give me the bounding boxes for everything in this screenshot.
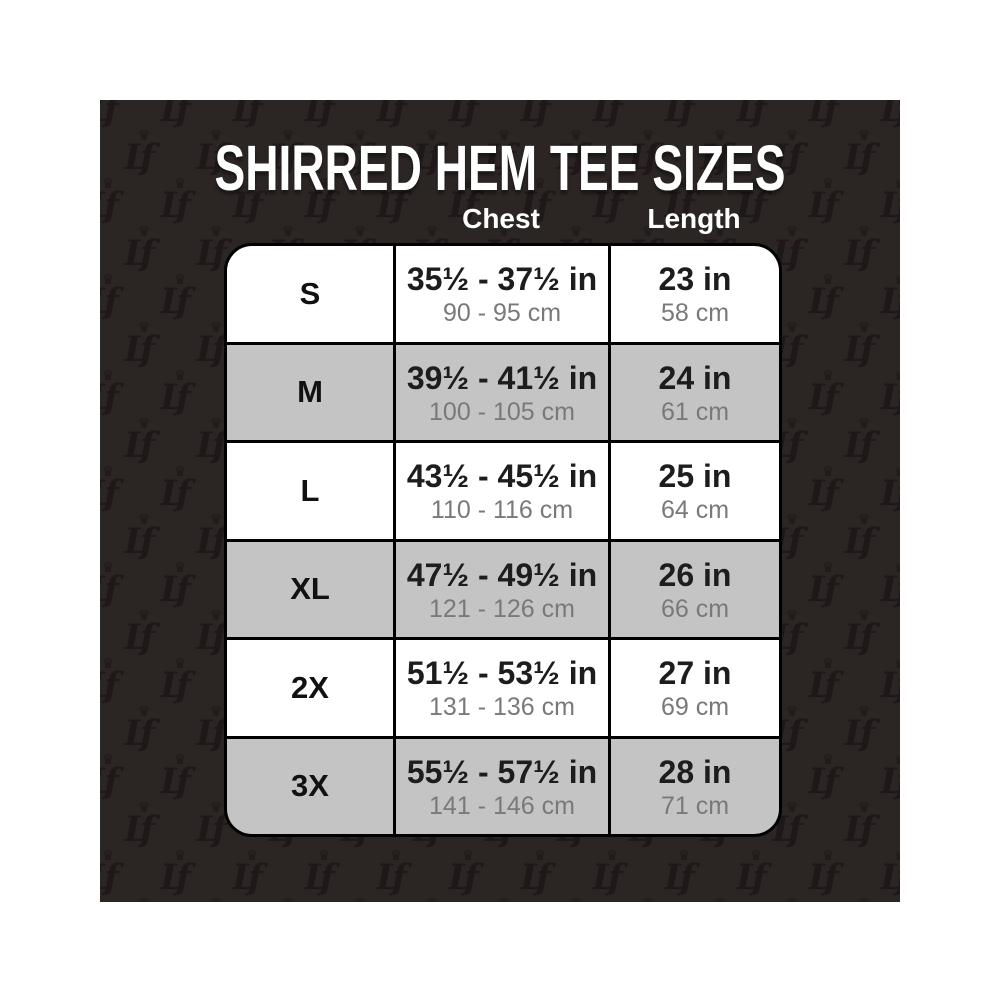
length-cm: 64 cm (660, 496, 730, 525)
chest-cell-xl: 47½ - 49½ in 121 - 126 cm (396, 541, 608, 637)
chest-cell-3x: 55½ - 57½ in 141 - 146 cm (396, 738, 608, 834)
chest-cell-s: 35½ - 37½ in 90 - 95 cm (396, 246, 608, 342)
length-cell-3x: 28 in 71 cm (611, 738, 779, 834)
size-chart-card: ♛Lf♛Lf♛Lf♛Lf♛Lf♛Lf♛Lf♛Lf♛Lf♛Lf♛Lf♛Lf♛Lf♛… (100, 100, 900, 902)
chest-cm: 110 - 116 cm (430, 496, 574, 525)
length-inches: 28 in (658, 753, 732, 790)
card-content: SHIRRED HEM TEE SIZES Chest Length S 35½… (100, 100, 900, 902)
chest-cm: 90 - 95 cm (442, 299, 562, 328)
length-cm: 69 cm (660, 693, 730, 722)
size-cell-xl: XL (227, 541, 393, 637)
length-cell-xl: 26 in 66 cm (611, 541, 779, 637)
length-cell-s: 23 in 58 cm (611, 246, 779, 342)
size-cell-m: M (227, 344, 393, 440)
chest-inches: 43½ - 45½ in (406, 458, 598, 495)
length-cm: 58 cm (660, 299, 730, 328)
length-cell-l: 25 in 64 cm (611, 443, 779, 539)
length-cm: 66 cm (660, 594, 730, 623)
chart-title: SHIRRED HEM TEE SIZES (214, 132, 786, 204)
chest-inches: 35½ - 37½ in (406, 261, 598, 298)
chest-cell-2x: 51½ - 53½ in 131 - 136 cm (396, 640, 608, 736)
length-inches: 27 in (658, 655, 732, 692)
length-inches: 25 in (658, 458, 732, 495)
size-cell-3x: 3X (227, 738, 393, 834)
chest-cm: 121 - 126 cm (429, 594, 575, 623)
size-cell-2x: 2X (227, 640, 393, 736)
length-inches: 26 in (658, 556, 732, 593)
chest-inches: 51½ - 53½ in (406, 655, 598, 692)
length-cell-m: 24 in 61 cm (611, 344, 779, 440)
chest-cm: 100 - 105 cm (429, 397, 575, 426)
chest-inches: 47½ - 49½ in (406, 556, 598, 593)
length-inches: 23 in (658, 261, 732, 298)
column-header-chest: Chest (462, 203, 540, 234)
length-inches: 24 in (658, 359, 732, 396)
length-cell-2x: 27 in 69 cm (611, 640, 779, 736)
chest-inches: 39½ - 41½ in (406, 359, 598, 396)
chest-cell-m: 39½ - 41½ in 100 - 105 cm (396, 344, 608, 440)
size-cell-l: L (227, 443, 393, 539)
chest-cm: 131 - 136 cm (429, 693, 575, 722)
column-header-length: Length (647, 203, 741, 234)
length-cm: 61 cm (660, 397, 730, 426)
length-cm: 71 cm (660, 791, 730, 820)
size-table: S 35½ - 37½ in 90 - 95 cm 23 in 58 cm M … (224, 243, 782, 837)
chest-inches: 55½ - 57½ in (406, 753, 598, 790)
chest-cell-l: 43½ - 45½ in 110 - 116 cm (396, 443, 608, 539)
chest-cm: 141 - 146 cm (429, 791, 575, 820)
size-cell-s: S (227, 246, 393, 342)
